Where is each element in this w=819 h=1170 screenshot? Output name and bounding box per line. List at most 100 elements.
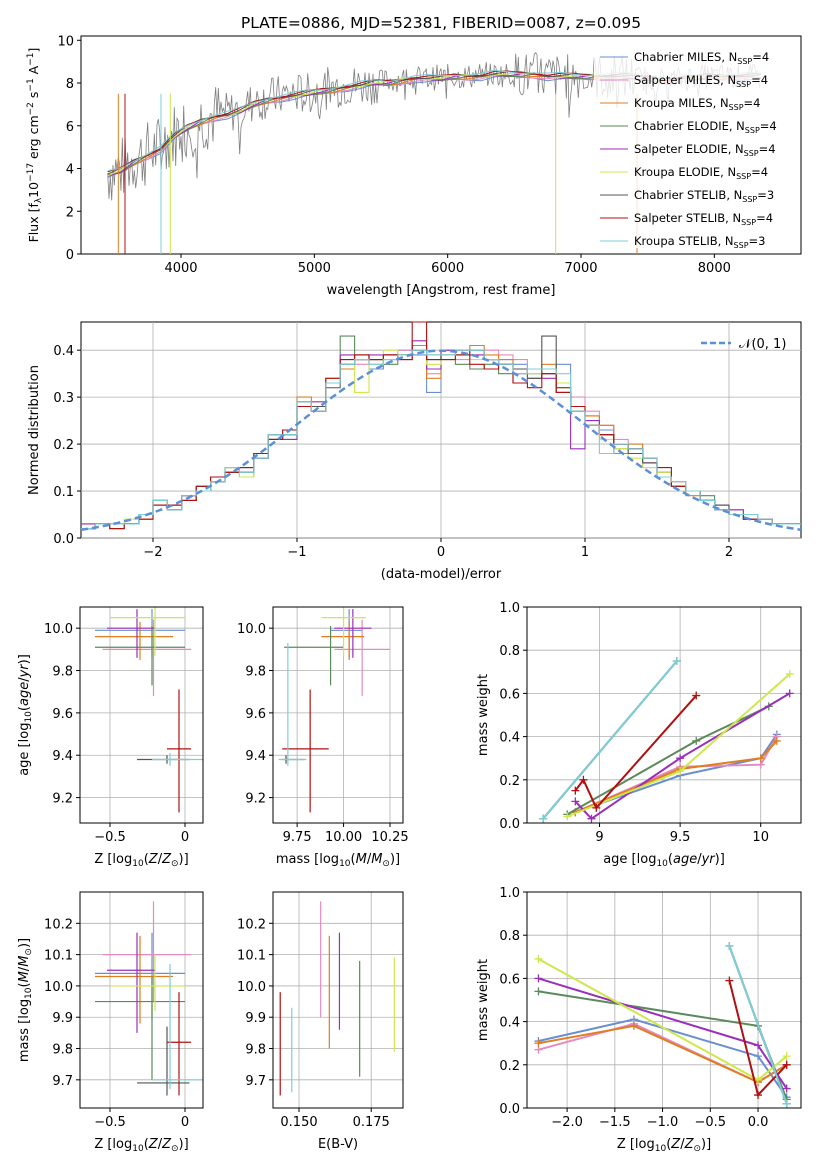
age-vs-mass-panel: 9.75 10.00 10.25 9.2 9.4 9.6 9.8 10.0 mass [log1…: [237, 606, 409, 869]
residual-y-label: Normed distribution: [27, 365, 42, 495]
weight-point-marker: [579, 775, 588, 784]
x-axis-label: Z [log10(Z/Z⊙)]: [617, 1137, 711, 1154]
y-tick-label: 9.6: [52, 707, 73, 722]
weight-point-marker: [587, 814, 596, 823]
plot-area: [527, 607, 801, 823]
y-axis-label: mass weight: [476, 959, 491, 1041]
normal-reference-curve: [80, 349, 802, 532]
x-axis-label: E(B-V): [318, 1137, 358, 1152]
y-tick-label: 8: [66, 77, 74, 92]
weight-point-marker: [782, 1052, 791, 1061]
legend-count: =4: [751, 73, 768, 87]
weight-point-marker: [534, 1039, 543, 1048]
legend-count: =3: [757, 188, 774, 202]
weight-point-marker: [539, 814, 548, 823]
plot-area: [273, 892, 403, 1108]
weight-point-marker: [754, 1052, 763, 1061]
legend-subscript: SSP: [729, 103, 744, 112]
legend-count: =4: [751, 165, 768, 179]
spectrum-title: PLATE=0886, MJD=52381, FIBERID=0087, z=0…: [241, 14, 641, 32]
plot-frame: [79, 891, 204, 1109]
plot-frame: [272, 606, 404, 824]
x-tick-label: 10: [752, 830, 769, 845]
residual-histograms: [81, 321, 801, 530]
y-axis-label: mass [log10(M/M⊙)]: [17, 938, 34, 1062]
x-axis-label: Z [log10(Z/Z⊙)]: [94, 1137, 188, 1154]
x-tick-label: 9.75: [283, 830, 312, 845]
weight-vs-metallicity-panel: −2.0 −1.5 −1.0 −0.5 0.0 0.0 0.2 0.4 0.6 0.8 1.0 Z […: [476, 886, 802, 1154]
residual-panel: −2 −1 0 1 2 0.0 0.1 0.2 0.3 0.4 𝒩(0, 1) (data-mo…: [27, 321, 802, 582]
weight-point-marker: [534, 954, 543, 963]
y-tick-label: 0.2: [53, 438, 74, 453]
y-tick-label: 0.8: [499, 929, 520, 944]
y-tick-label: 0.3: [53, 391, 74, 406]
legend-count: =4: [744, 96, 761, 110]
x-tick-label: 0.175: [353, 1115, 390, 1130]
weight-point-marker: [571, 786, 580, 795]
weight-point-marker: [563, 812, 572, 821]
y-tick-label: 0.1: [53, 485, 74, 500]
legend-count: =4: [756, 211, 773, 225]
y-tick-label: 10.0: [44, 622, 73, 637]
legend-subscript: SSP: [734, 241, 749, 250]
legend-label: Chabrier STELIB, NSSP=3: [634, 188, 774, 204]
mass-vs-metallicity-panel: −0.5 0 9.7 9.8 9.9 10.0 10.1 10.2 Z [log10(Z/Z⊙)…: [17, 891, 204, 1154]
weight-series-line: [538, 1018, 788, 1098]
y-tick-label: 9.8: [245, 665, 266, 680]
y-tick-label: 9.4: [52, 749, 73, 764]
x-tick-label: −1.5: [599, 1115, 631, 1130]
x-tick-label: −2: [143, 545, 162, 560]
y-tick-label: 9.2: [245, 792, 266, 807]
legend-label: Chabrier MILES, NSSP=4: [634, 50, 769, 66]
y-tick-label: 0.8: [499, 644, 520, 659]
x-axis-label: Z [log10(Z/Z⊙)]: [94, 852, 188, 869]
weight-point-marker: [676, 767, 685, 776]
legend-subscript: SSP: [741, 218, 756, 227]
weight-point-marker: [725, 942, 734, 950]
spectrum-x-label: wavelength [Angstrom, rest frame]: [327, 283, 556, 298]
y-tick-label: 0.2: [499, 774, 520, 789]
x-axis-label: mass [log10(M/M⊙)]: [276, 852, 400, 869]
y-tick-label: 1.0: [499, 601, 520, 616]
y-tick-label: 9.8: [52, 665, 73, 680]
weight-series-line: [575, 740, 778, 814]
histogram-series-line: [81, 349, 801, 530]
y-tick-label: 9.9: [52, 1011, 73, 1026]
residual-x-label: (data-model)/error: [381, 567, 502, 582]
weight-point-marker: [592, 803, 601, 812]
x-tick-label: 10.25: [371, 830, 408, 845]
y-tick-label: 10: [57, 34, 74, 49]
weight-series-line: [538, 1024, 788, 1084]
residual-y-ticks: 0.0 0.1 0.2 0.3 0.4: [53, 344, 81, 547]
legend-label: Salpeter STELIB, NSSP=4: [634, 211, 773, 227]
y-tick-label: 6: [66, 120, 74, 135]
legend-subscript: SSP: [736, 80, 751, 89]
legend-count: =4: [760, 119, 777, 133]
y-axis-label: age [log10(age/yr)]: [17, 654, 34, 776]
y-tick-label: 9.8: [245, 1043, 266, 1058]
age-vs-metallicity-panel: −0.5 0 9.2 9.4 9.6 9.8 10.0 Z [log10(Z/Z⊙)] age …: [17, 606, 204, 869]
plot-area: [527, 892, 801, 1108]
weight-point-marker: [782, 1099, 791, 1108]
y-tick-label: 10.0: [44, 980, 73, 995]
x-tick-label: 0.150: [280, 1115, 317, 1130]
y-tick-label: 10.2: [237, 917, 266, 932]
weight-point-marker: [725, 976, 734, 985]
spectrum-y-ticks: 0 2 4 6 8 10: [57, 34, 81, 263]
legend-subscript: SSP: [744, 149, 759, 158]
y-tick-label: 0.0: [499, 1102, 520, 1117]
x-tick-label: −0.5: [695, 1115, 727, 1130]
x-tick-label: −1.0: [647, 1115, 679, 1130]
plot-area: [273, 607, 403, 823]
y-tick-label: 0.0: [499, 817, 520, 832]
x-tick-label: 1: [581, 545, 589, 560]
x-tick-label: −2.0: [551, 1115, 583, 1130]
y-tick-label: 9.9: [245, 1011, 266, 1026]
y-tick-label: 9.7: [52, 1074, 73, 1089]
weight-point-marker: [785, 669, 794, 678]
y-axis-label: mass weight: [476, 674, 491, 756]
y-tick-label: 9.8: [52, 1043, 73, 1058]
x-tick-label: 7000: [564, 261, 597, 276]
weight-point-marker: [629, 1021, 638, 1030]
